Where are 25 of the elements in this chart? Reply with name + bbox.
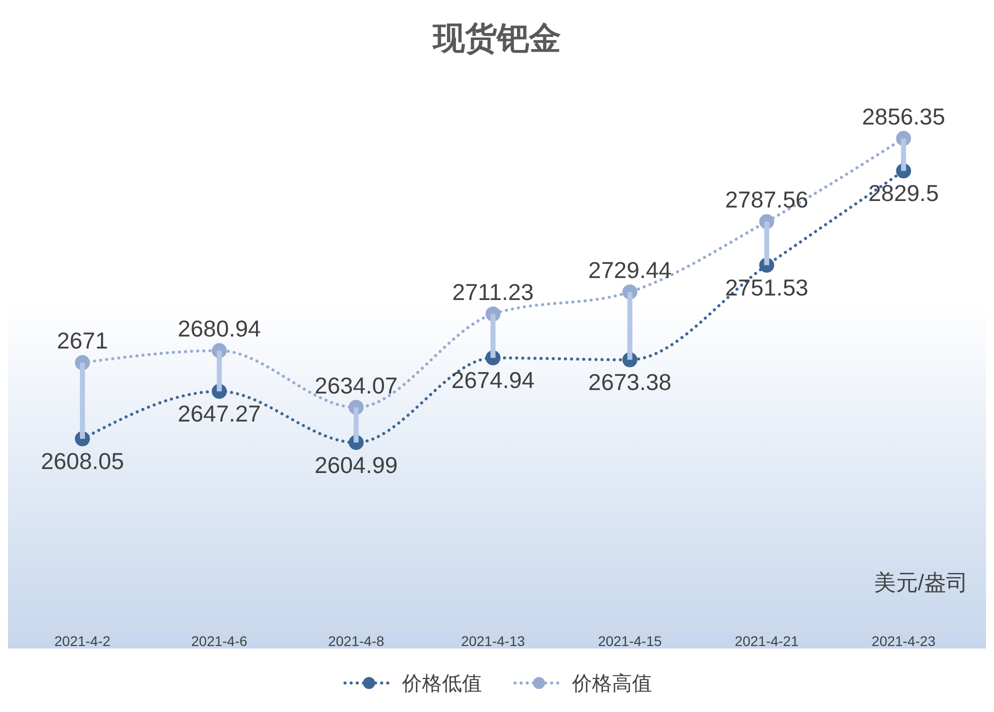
data-label: 2856.35 (862, 103, 946, 130)
data-label: 2829.5 (868, 180, 939, 206)
data-label: 2604.99 (314, 452, 398, 478)
data-label: 2673.38 (588, 369, 672, 396)
data-label: 2647.27 (178, 400, 261, 427)
data-label: 2680.94 (178, 316, 262, 342)
data-label: 2787.56 (725, 186, 808, 213)
x-tick-label: 2021-4-6 (191, 632, 248, 649)
data-label: 2608.05 (40, 448, 124, 474)
legend-label: 价格低值 (402, 672, 482, 696)
data-label: 2671 (56, 328, 108, 354)
x-tick-label: 2021-4-2 (54, 632, 111, 649)
x-tick-label: 2021-4-15 (598, 632, 662, 649)
data-label: 2751.53 (725, 274, 808, 301)
data-label: 2711.23 (452, 278, 534, 305)
data-label: 2729.44 (588, 256, 672, 283)
data-label: 2634.07 (314, 372, 398, 398)
x-tick-label: 2021-4-13 (461, 632, 526, 649)
chart-title: 现货钯金 (431, 19, 562, 58)
x-tick-label: 2021-4-21 (734, 632, 799, 649)
data-label: 2674.94 (451, 367, 535, 394)
x-tick-label: 2021-4-23 (872, 632, 936, 649)
legend-label: 价格高值 (572, 672, 652, 696)
x-tick-label: 2021-4-8 (328, 632, 384, 649)
text: 美元/盎司 (874, 569, 968, 597)
